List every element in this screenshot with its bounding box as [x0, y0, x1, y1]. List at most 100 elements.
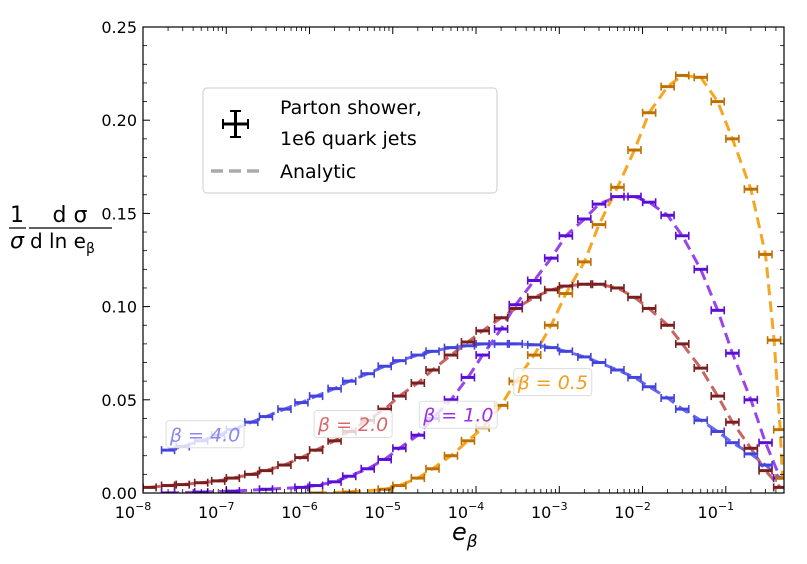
- svg-text:β = 2.0: β = 2.0: [317, 414, 388, 436]
- shower-point: [743, 395, 759, 404]
- y-tick-label: 0.05: [101, 391, 137, 410]
- shower-point: [577, 352, 592, 361]
- beta-label-2: β = 1.0: [418, 400, 498, 429]
- shower-point: [244, 470, 259, 479]
- shower-point: [577, 214, 592, 223]
- shower-point: [758, 250, 773, 259]
- shower-point: [277, 405, 292, 414]
- ylabel-numerator: d σ: [53, 203, 88, 228]
- shower-point: [410, 474, 426, 483]
- shower-point: [558, 347, 574, 356]
- shower-point: [526, 340, 542, 349]
- shower-point: [377, 455, 393, 464]
- svg-text:β = 0.5: β = 0.5: [517, 372, 588, 394]
- shower-point: [193, 478, 209, 487]
- x-tick-label: 10−4: [448, 500, 485, 522]
- x-tick-label: 10−7: [198, 500, 235, 522]
- shower-point: [244, 418, 259, 427]
- shower-point: [627, 293, 642, 302]
- y-tick-label: 0.00: [101, 484, 137, 503]
- shower-point: [660, 321, 675, 330]
- shower-point: [660, 82, 675, 91]
- shower-point: [508, 339, 524, 348]
- shower-point: [443, 351, 459, 360]
- shower-point: [443, 451, 459, 460]
- shower-point: [766, 336, 782, 345]
- shower-point: [641, 108, 657, 117]
- shower-point: [725, 134, 740, 143]
- shower-point: [693, 73, 709, 82]
- shower-point: [526, 276, 542, 285]
- shower-point: [693, 416, 709, 425]
- shower-point: [610, 365, 625, 374]
- shower-point: [710, 306, 726, 315]
- shower-point: [725, 418, 740, 427]
- shower-point: [308, 392, 324, 401]
- beta-labels: β = 4.0 β = 2.0 β = 1.0 β = 0.5: [165, 368, 593, 449]
- shower-point: [425, 365, 440, 374]
- shower-point: [258, 466, 274, 475]
- shower-point: [425, 347, 440, 356]
- shower-point: [543, 321, 559, 330]
- shower-point: [591, 358, 607, 367]
- shower-point: [674, 231, 690, 240]
- shower-point: [360, 464, 376, 473]
- shower-point: [360, 369, 376, 378]
- legend-label-analytic: Analytic: [280, 161, 356, 183]
- ylabel-denominator-sub: β: [86, 241, 95, 257]
- x-tick-label: 10−5: [364, 500, 401, 522]
- x-axis-label: eβ: [452, 518, 478, 552]
- shower-point: [610, 183, 625, 192]
- shower-point: [294, 453, 309, 462]
- shower-point: [693, 364, 709, 373]
- shower-point: [674, 71, 690, 80]
- ylabel-sigma: σ: [10, 229, 25, 254]
- shower-point: [591, 280, 607, 289]
- shower-point: [775, 474, 784, 483]
- shower-point: [341, 377, 357, 386]
- shower-point: [308, 446, 324, 455]
- shower-point: [443, 343, 459, 352]
- beta-label-3: β = 0.5: [513, 368, 593, 397]
- shower-point: [543, 254, 559, 263]
- shower-point: [558, 282, 574, 291]
- ylabel-denominator-main: d ln e: [30, 229, 86, 253]
- shower-point: [327, 436, 342, 445]
- shower-point: [641, 198, 657, 207]
- svg-text:β = 1.0: β = 1.0: [422, 405, 493, 427]
- x-tick-label: 10−8: [115, 500, 152, 522]
- legend-box: [202, 87, 498, 194]
- shower-point: [627, 192, 642, 201]
- shower-point: [493, 324, 509, 333]
- shower-point: [410, 351, 426, 360]
- shower-point: [475, 326, 490, 335]
- legend-errorbar-icon: [222, 110, 249, 138]
- shower-point: [577, 280, 592, 289]
- shower-point: [526, 293, 542, 302]
- shower-point: [175, 480, 191, 489]
- shower-point: [641, 382, 657, 391]
- shower-point: [660, 211, 675, 220]
- shower-point: [758, 466, 773, 475]
- shower-point: [558, 231, 574, 240]
- shower-point: [577, 257, 592, 266]
- x-tick-label: 10−3: [531, 500, 568, 522]
- shower-point: [294, 398, 309, 407]
- shower-point: [591, 220, 607, 229]
- y-tick-label: 0.15: [101, 204, 137, 223]
- x-tick-label: 10−1: [698, 500, 735, 522]
- shower-point: [460, 373, 476, 382]
- shower-point: [460, 338, 476, 347]
- legend-label-shower-line1: Parton shower,: [280, 97, 422, 119]
- shower-point: [327, 384, 342, 393]
- shower-point: [558, 289, 574, 298]
- x-tick-label: 10−2: [614, 500, 651, 522]
- shower-point: [410, 379, 426, 388]
- shower-point: [591, 200, 607, 209]
- shower-point: [772, 483, 784, 492]
- shower-point: [392, 444, 407, 453]
- shower-point: [341, 472, 357, 481]
- xlabel-main: e: [452, 518, 467, 546]
- shower-point: [508, 300, 524, 309]
- shower-point: [475, 351, 490, 360]
